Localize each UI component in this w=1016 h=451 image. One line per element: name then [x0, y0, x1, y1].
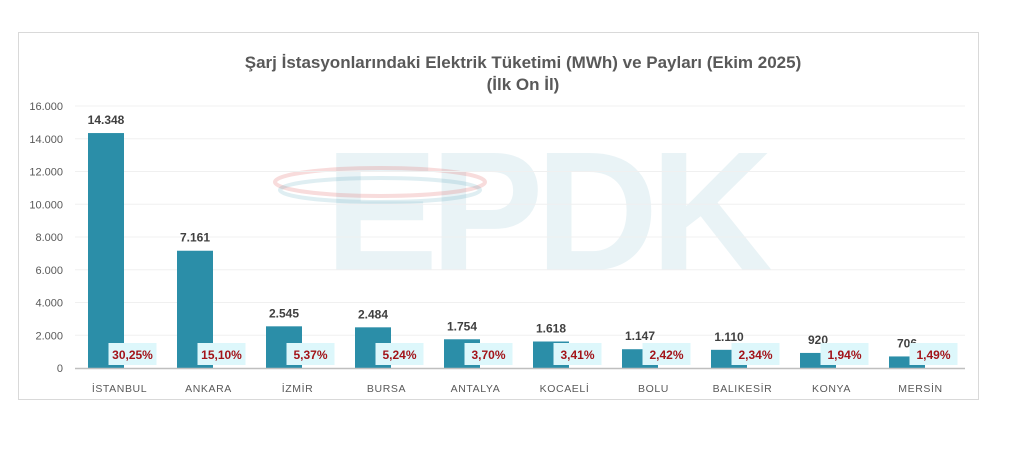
- value-label: 1.618: [536, 322, 566, 336]
- value-label: 1.754: [447, 319, 477, 333]
- chart-subtitle: (İlk On İl): [486, 75, 560, 94]
- bar: [889, 356, 925, 368]
- y-tick-label: 4.000: [35, 298, 63, 310]
- share-label-box: [909, 343, 958, 365]
- y-tick-label: 8.000: [35, 232, 63, 244]
- category-label: İSTANBUL: [92, 382, 147, 395]
- share-label-box: [731, 343, 780, 365]
- watermark-swoosh: [273, 166, 487, 198]
- share-label: 1,94%: [827, 348, 861, 362]
- chart-title: Şarj İstasyonlarındaki Elektrik Tüketimi…: [0, 52, 1016, 96]
- chart-title-main: Şarj İstasyonlarındaki Elektrik Tüketimi…: [244, 53, 802, 72]
- value-label: 1.147: [625, 329, 655, 343]
- category-label: BURSA: [367, 383, 406, 395]
- y-tick-label: 16.000: [29, 101, 63, 113]
- watermark-logo: EPDK: [325, 117, 773, 307]
- share-label-box: [197, 343, 246, 365]
- category-label: KONYA: [812, 383, 851, 395]
- value-label: 2.484: [358, 307, 388, 321]
- share-label-box: [820, 343, 869, 365]
- category-label: BALIKESİR: [713, 382, 773, 395]
- share-label: 30,25%: [112, 348, 153, 362]
- y-tick-label: 0: [57, 363, 63, 375]
- y-tick-label: 12.000: [29, 167, 63, 179]
- share-label-box: [553, 343, 602, 365]
- y-tick-label: 10.000: [29, 199, 63, 211]
- bar: [88, 133, 124, 368]
- share-label: 3,70%: [471, 348, 505, 362]
- category-label: ANKARA: [185, 383, 232, 395]
- share-label: 3,41%: [560, 348, 594, 362]
- value-label: 2.545: [269, 306, 299, 320]
- share-label: 2,34%: [738, 348, 772, 362]
- category-label: ANTALYA: [451, 383, 501, 395]
- share-label-box: [108, 343, 157, 365]
- share-label-box: [642, 343, 691, 365]
- watermark-swoosh: [278, 176, 482, 204]
- share-label-box: [375, 343, 424, 365]
- share-label: 5,24%: [382, 348, 416, 362]
- value-label: 14.348: [88, 113, 125, 127]
- category-label: İZMİR: [282, 382, 314, 395]
- value-label: 1.110: [714, 330, 744, 344]
- share-label: 1,49%: [916, 348, 950, 362]
- share-label-box: [464, 343, 513, 365]
- category-label: BOLU: [638, 383, 669, 395]
- share-label: 2,42%: [649, 348, 683, 362]
- y-tick-label: 2.000: [35, 330, 63, 342]
- share-label-box: [286, 343, 335, 365]
- share-label: 15,10%: [201, 348, 242, 362]
- value-label: 7.161: [180, 231, 210, 245]
- category-label: MERSİN: [898, 382, 942, 395]
- share-label: 5,37%: [293, 348, 327, 362]
- y-tick-label: 14.000: [29, 134, 63, 146]
- y-tick-label: 6.000: [35, 265, 63, 277]
- category-label: KOCAELİ: [540, 382, 590, 395]
